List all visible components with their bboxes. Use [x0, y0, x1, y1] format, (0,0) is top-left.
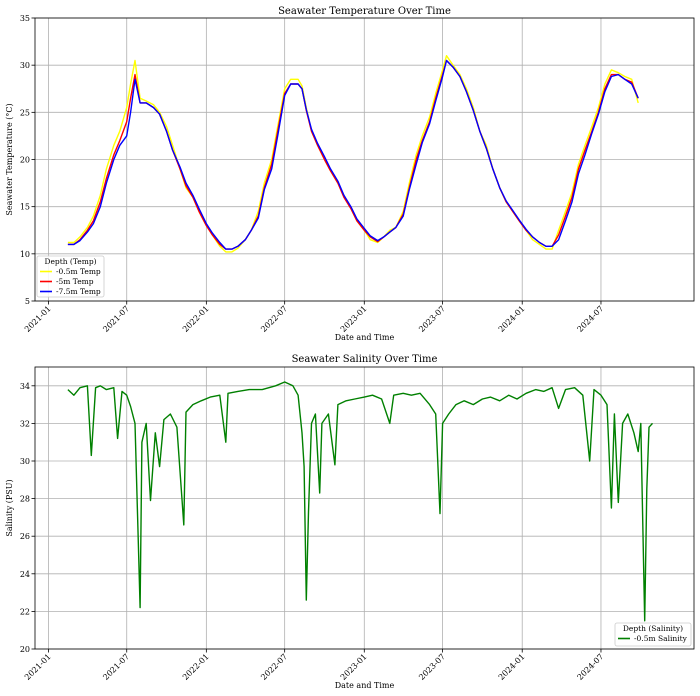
salinity-y-axis-label: Salinity (PSU) — [5, 479, 14, 536]
salinity-y-ticks: 20 22 24 26 28 30 32 34 — [20, 382, 35, 654]
legend-entry-label: -0.5m Salinity — [634, 634, 688, 643]
temperature-legend: Depth (Temp)-0.5m Temp-5m Temp-7.5m Temp — [36, 255, 105, 298]
y-tick-label: 28 — [20, 495, 30, 504]
y-tick-label: 32 — [20, 419, 30, 428]
x-tick-label: 2024-07 — [576, 652, 606, 682]
y-tick-label: 24 — [20, 570, 30, 579]
temperature-y-axis-label: Seawater Temperature (°C) — [5, 103, 14, 215]
temperature-chart: Seawater Temperature Over Time 2021-01 20… — [5, 6, 695, 342]
salinity-series — [67, 381, 654, 622]
legend-title: Depth (Temp) — [44, 257, 96, 266]
temperature-gridlines — [35, 17, 694, 302]
temperature-x-ticks: 2021-01 2021-07 2022-01 2022-07 2023-01 2023-… — [23, 301, 605, 334]
temperature-chart-title: Seawater Temperature Over Time — [278, 6, 451, 17]
x-tick-label: 2023-01 — [339, 304, 369, 334]
series-line-0-5m-temp — [67, 55, 639, 253]
x-tick-label: 2024-07 — [576, 304, 606, 334]
y-tick-label: 34 — [20, 382, 30, 391]
x-tick-label: 2022-07 — [259, 304, 289, 334]
y-tick-label: 26 — [20, 532, 30, 541]
salinity-legend: Depth (Salinity)-0.5m Salinity — [614, 622, 692, 647]
y-tick-label: 35 — [20, 14, 30, 23]
x-tick-label: 2024-01 — [497, 652, 527, 682]
legend-entry-label: -5m Temp — [56, 277, 94, 286]
temperature-x-axis-label: Date and Time — [335, 333, 395, 342]
x-tick-label: 2021-07 — [101, 652, 131, 682]
x-tick-label: 2023-01 — [339, 652, 369, 682]
y-tick-label: 5 — [25, 297, 30, 306]
x-tick-label: 2022-01 — [181, 304, 211, 334]
legend-entry-label: -7.5m Temp — [56, 287, 101, 296]
legend-box — [614, 622, 692, 647]
temperature-series — [67, 55, 639, 253]
series-line-7-5m-temp — [67, 59, 639, 250]
salinity-gridlines — [35, 367, 694, 650]
y-tick-label: 30 — [20, 457, 30, 466]
x-tick-label: 2023-07 — [417, 304, 447, 334]
legend-title: Depth (Salinity) — [623, 624, 683, 633]
legend-entry-label: -0.5m Temp — [56, 267, 101, 276]
temperature-y-ticks: 5 10 15 20 25 30 35 — [20, 14, 35, 306]
x-tick-label: 2021-01 — [23, 304, 53, 334]
salinity-x-axis-label: Date and Time — [335, 681, 395, 690]
y-tick-label: 25 — [20, 108, 30, 117]
x-tick-label: 2022-07 — [259, 652, 289, 682]
x-tick-label: 2023-07 — [417, 652, 447, 682]
y-tick-label: 15 — [20, 203, 30, 212]
legend-box — [36, 255, 105, 298]
y-tick-label: 22 — [20, 607, 30, 616]
y-tick-label: 10 — [20, 250, 30, 259]
salinity-chart-title: Seawater Salinity Over Time — [292, 354, 438, 365]
y-tick-label: 20 — [20, 156, 30, 165]
x-tick-label: 2022-01 — [181, 652, 211, 682]
y-tick-label: 20 — [20, 645, 30, 654]
x-tick-label: 2021-07 — [101, 304, 131, 334]
x-tick-label: 2024-01 — [497, 304, 527, 334]
salinity-x-ticks: 2021-01 2021-07 2022-01 2022-07 2023-01 2023-… — [23, 649, 605, 682]
series-line-0-5m-salinity — [67, 381, 654, 622]
x-tick-label: 2021-01 — [23, 652, 53, 682]
series-line-5m-temp — [67, 59, 639, 250]
y-tick-label: 30 — [20, 61, 30, 70]
salinity-chart: Seawater Salinity Over Time 2021-01 2021-… — [5, 354, 695, 690]
